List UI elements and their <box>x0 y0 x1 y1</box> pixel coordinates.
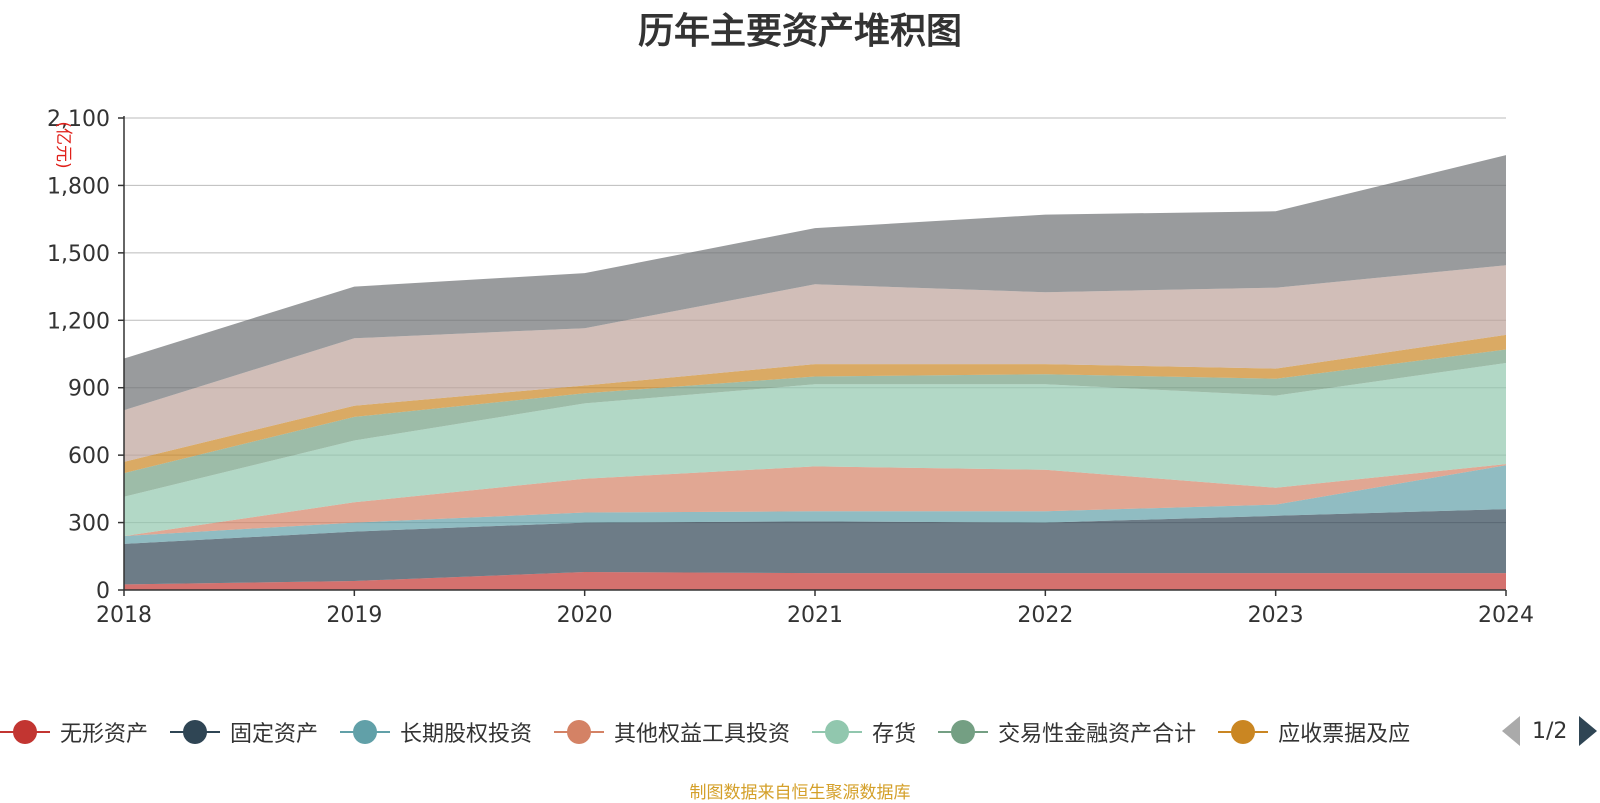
legend: 无形资产 固定资产 长期股权投资 其他权益工具投资 存货 交易性金融资产合计 应收票据及应 <box>0 712 1600 752</box>
x-tick-label: 2023 <box>1248 603 1304 628</box>
x-tick-label: 2019 <box>326 603 382 628</box>
y-tick-label: 900 <box>68 377 110 402</box>
area-series-7[interactable] <box>124 265 1506 462</box>
legend-marker-icon <box>812 720 863 744</box>
legend-item-2[interactable]: 长期股权投资 <box>340 716 532 748</box>
y-tick-label: 2,100 <box>47 107 110 132</box>
legend-label: 固定资产 <box>230 722 319 747</box>
y-axis-unit-label: (亿元) <box>53 121 73 168</box>
legend-marker-icon <box>0 720 50 744</box>
legend-label: 存货 <box>872 722 917 747</box>
legend-pager: 1/2 <box>1502 716 1598 746</box>
source-note: 制图数据来自恒生聚源数据库 <box>689 783 911 803</box>
x-tick-label: 2021 <box>787 603 843 628</box>
legend-marker-icon <box>340 720 391 744</box>
legend-marker-icon <box>938 720 989 744</box>
x-tick-label: 2018 <box>96 603 152 628</box>
y-tick-label: 0 <box>96 579 110 604</box>
x-tick-label: 2024 <box>1478 603 1534 628</box>
y-tick-label: 300 <box>68 512 110 537</box>
legend-label: 长期股权投资 <box>400 722 533 747</box>
stacked-areas <box>124 155 1506 590</box>
legend-item-4[interactable]: 存货 <box>812 716 916 748</box>
y-tick-label: 1,500 <box>47 242 110 267</box>
legend-marker-icon <box>1218 720 1269 744</box>
area-series-8[interactable] <box>124 155 1506 411</box>
area-series-3[interactable] <box>124 464 1506 537</box>
legend-marker-icon <box>170 720 221 744</box>
legend-label: 交易性金融资产合计 <box>998 722 1197 747</box>
legend-item-5[interactable]: 交易性金融资产合计 <box>938 716 1196 748</box>
area-series-4[interactable] <box>124 363 1506 537</box>
x-tick-label: 2022 <box>1017 603 1073 628</box>
legend-item-1[interactable]: 固定资产 <box>170 716 318 748</box>
legend-label: 其他权益工具投资 <box>614 722 791 747</box>
legend-item-0[interactable]: 无形资产 <box>0 716 148 748</box>
axes: 0 300 600 900 1,200 1,500 1,800 2,100 2018 2019 20… <box>47 107 1534 628</box>
chart-title: 历年主要资产堆积图 <box>637 11 962 52</box>
y-tick-label: 1,200 <box>47 309 110 334</box>
legend-item-6[interactable]: 应收票据及应 <box>1218 716 1410 748</box>
area-series-5[interactable] <box>124 349 1506 497</box>
legend-label: 无形资产 <box>60 722 149 747</box>
legend-item-3[interactable]: 其他权益工具投资 <box>554 716 790 748</box>
x-tick-label: 2020 <box>557 603 613 628</box>
y-tick-label: 600 <box>68 444 110 469</box>
legend-page-indicator: 1/2 <box>1532 718 1568 744</box>
legend-next-page-icon[interactable] <box>1579 716 1598 746</box>
area-series-6[interactable] <box>124 334 1506 474</box>
area-series-1[interactable] <box>124 509 1506 585</box>
y-tick-label: 1,800 <box>47 174 110 199</box>
legend-prev-page-icon[interactable] <box>1502 716 1520 746</box>
legend-marker-icon <box>554 720 605 744</box>
area-series-2[interactable] <box>124 465 1506 544</box>
legend-label: 应收票据及应 <box>1278 722 1411 747</box>
